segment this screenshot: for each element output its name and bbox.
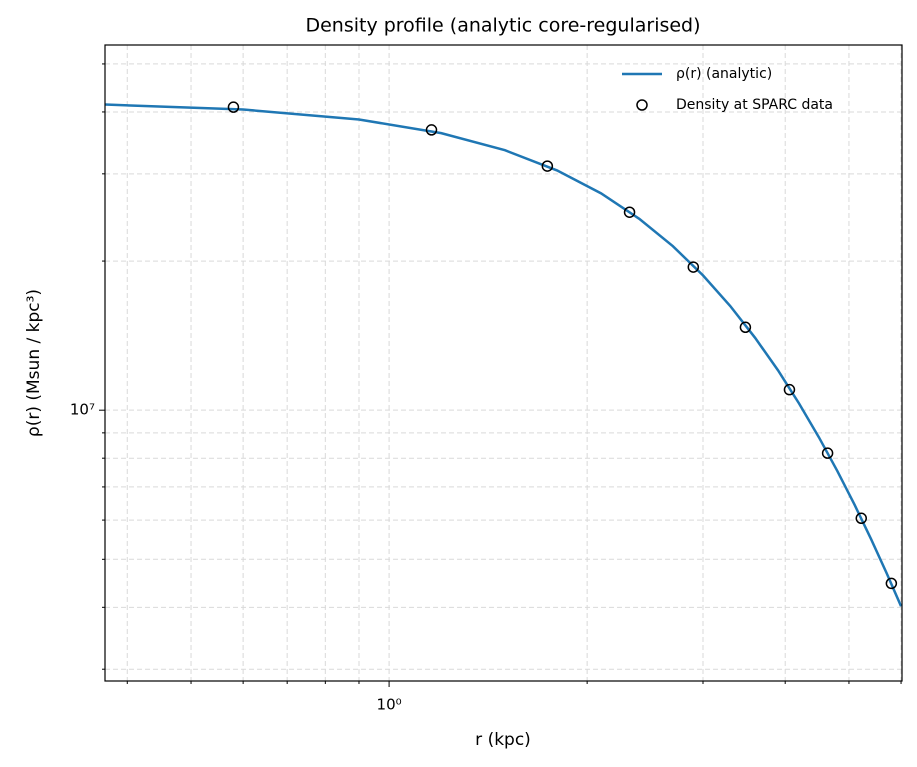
legend-label: ρ(r) (analytic): [676, 66, 772, 82]
y-tick-label: 10⁷: [70, 401, 95, 419]
data-point: [783, 383, 796, 396]
data-point: [821, 447, 834, 459]
data-point: [885, 577, 898, 590]
chart-title: Density profile (analytic core-regularis…: [305, 15, 700, 37]
data-point: [687, 261, 700, 273]
legend-marker: [636, 99, 648, 111]
data-point: [425, 124, 438, 136]
x-tick-label: 10⁰: [377, 696, 402, 714]
data-point: [739, 321, 752, 334]
density-line: [105, 103, 902, 607]
y-axis-label: ρ(r) (Msun / kpc³): [24, 289, 44, 437]
legend-label: Density at SPARC data: [676, 97, 833, 113]
plot-frame: [104, 44, 903, 682]
data-point: [623, 206, 636, 218]
data-point: [541, 160, 554, 172]
x-axis-label: r (kpc): [475, 730, 531, 750]
data-point: [855, 512, 868, 525]
data-point: [227, 101, 240, 113]
